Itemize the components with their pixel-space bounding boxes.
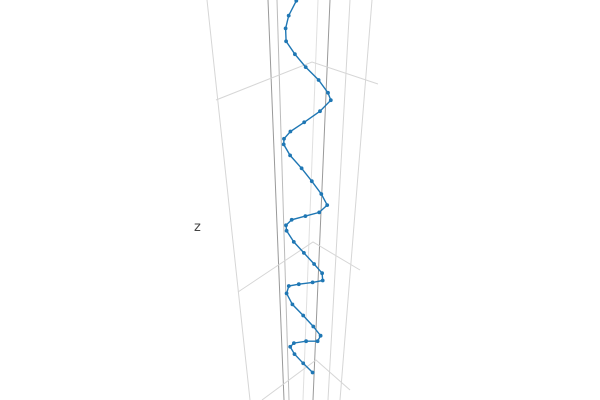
gridline	[267, 0, 285, 400]
data-point[interactable]	[310, 280, 315, 285]
data-point[interactable]	[318, 333, 323, 338]
data-point[interactable]	[292, 352, 297, 356]
data-point[interactable]	[320, 271, 324, 276]
data-point[interactable]	[290, 302, 295, 307]
trace-helix[interactable]	[281, 0, 333, 375]
data-point[interactable]	[284, 223, 288, 228]
data-point[interactable]	[320, 278, 325, 283]
data-point[interactable]	[303, 214, 308, 219]
data-point[interactable]	[316, 78, 321, 82]
data-point[interactable]	[281, 142, 286, 147]
data-point[interactable]	[304, 339, 308, 344]
gridline	[276, 0, 290, 400]
data-point[interactable]	[301, 361, 306, 366]
data-point[interactable]	[296, 282, 301, 287]
data-point[interactable]	[315, 339, 320, 344]
data-point[interactable]	[286, 284, 291, 288]
data-point[interactable]	[294, 0, 299, 3]
data-point[interactable]	[318, 109, 322, 114]
gridline	[215, 61, 379, 101]
data-point[interactable]	[309, 179, 314, 184]
scene-gridlines	[206, 0, 379, 400]
data-point[interactable]	[299, 166, 304, 171]
data-point[interactable]	[288, 344, 293, 349]
data-point[interactable]	[325, 203, 330, 208]
data-point[interactable]	[284, 228, 289, 233]
data-point[interactable]	[282, 136, 286, 141]
gridline	[327, 0, 351, 400]
data-point[interactable]	[289, 217, 294, 222]
data-point[interactable]	[284, 39, 288, 44]
data-point[interactable]	[326, 90, 330, 95]
z-axis-title: z	[194, 220, 201, 235]
data-point[interactable]	[301, 313, 306, 318]
data-point[interactable]	[303, 65, 308, 69]
data-point[interactable]	[283, 26, 288, 31]
data-point[interactable]	[319, 192, 324, 196]
data-point[interactable]	[291, 240, 296, 244]
data-point[interactable]	[302, 120, 307, 125]
data-point[interactable]	[302, 251, 306, 255]
data-point[interactable]	[293, 52, 297, 57]
data-point[interactable]	[292, 341, 296, 345]
data-point[interactable]	[317, 210, 322, 215]
data-point[interactable]	[328, 98, 333, 103]
data-point[interactable]	[311, 324, 316, 329]
gridline	[261, 359, 351, 400]
data-point[interactable]	[284, 291, 289, 296]
data-point[interactable]	[286, 13, 291, 18]
gridline	[206, 0, 251, 400]
data-point[interactable]	[310, 370, 315, 375]
series-line[interactable]	[282, 0, 332, 374]
gridline	[237, 241, 361, 293]
data-point[interactable]	[288, 129, 293, 134]
gridline	[339, 0, 373, 400]
data-point[interactable]	[288, 153, 292, 158]
data-point[interactable]	[312, 262, 316, 266]
gridline	[302, 0, 319, 400]
